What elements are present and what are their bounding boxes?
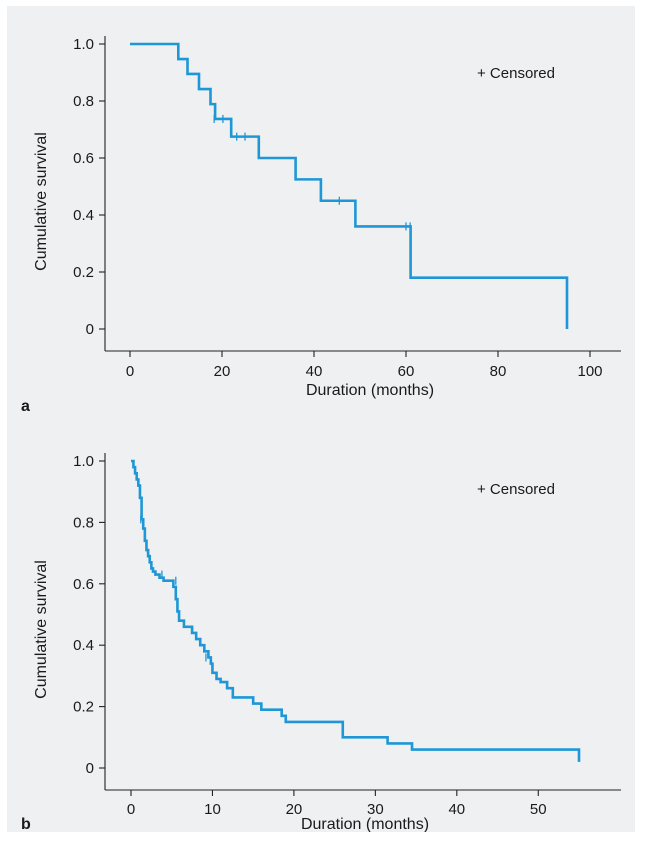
x-tick-label: 20 — [286, 801, 303, 818]
y-tick-label: 0 — [86, 760, 94, 777]
legend-censored: + Censored — [477, 65, 555, 82]
y-tick-label: 1.0 — [73, 36, 94, 53]
y-tick-label: 0.4 — [73, 207, 94, 224]
survival-curve — [131, 459, 581, 762]
figure: 0 0.2 0.4 0.6 0.8 1.0 0 20 40 60 80 100 Duration (mo… — [7, 6, 635, 832]
y-tick-label: 0.8 — [73, 514, 94, 531]
x-tick-label: 100 — [577, 363, 602, 380]
x-tick-label: 30 — [367, 801, 384, 818]
y-tick-label: 1.0 — [73, 453, 94, 470]
chart-panel-b: 0 0.2 0.4 0.6 0.8 1.0 0 10 20 30 40 50 Duration (mon… — [21, 453, 621, 832]
y-axis-title: Cumulative survival — [33, 560, 50, 699]
y-axis-title: Cumulative survival — [33, 132, 50, 271]
x-tick-label: 50 — [530, 801, 547, 818]
y-tick-label: 0 — [86, 321, 94, 338]
x-axis-title: Duration (months) — [306, 382, 434, 399]
y-tick-label: 0.2 — [73, 699, 94, 716]
y-tick-label: 0.6 — [73, 150, 94, 167]
panel-label: a — [21, 398, 30, 415]
x-tick-label: 40 — [306, 363, 323, 380]
y-tick-label: 0.4 — [73, 637, 94, 654]
x-tick-label: 80 — [490, 363, 507, 380]
y-tick-label: 0.8 — [73, 93, 94, 110]
x-tick-label: 60 — [398, 363, 415, 380]
y-tick-label: 0.2 — [73, 264, 94, 281]
x-tick-label: 0 — [127, 801, 135, 818]
chart-panel-a: 0 0.2 0.4 0.6 0.8 1.0 0 20 40 60 80 100 Duration (mo… — [21, 36, 621, 415]
survival-curve — [130, 42, 569, 329]
panel-label: b — [21, 816, 31, 832]
legend-censored: + Censored — [477, 481, 555, 498]
x-tick-label: 20 — [214, 363, 231, 380]
x-tick-label: 0 — [126, 363, 134, 380]
x-tick-label: 10 — [204, 801, 221, 818]
y-tick-label: 0.6 — [73, 576, 94, 593]
x-axis-title: Duration (months) — [301, 816, 429, 832]
x-tick-label: 40 — [448, 801, 465, 818]
